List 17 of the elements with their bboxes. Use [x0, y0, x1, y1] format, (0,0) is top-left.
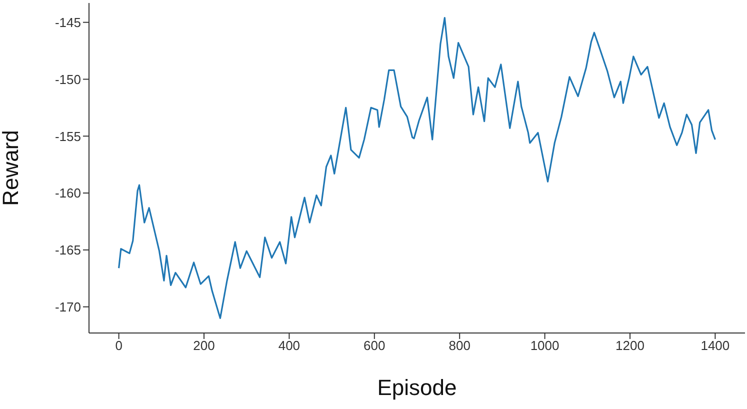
y-tick-label: -155 [54, 128, 81, 144]
x-tick-label: 600 [364, 338, 386, 354]
y-axis-title: Reward [0, 130, 23, 206]
x-tick-label: 200 [193, 338, 215, 354]
y-tick-label: -145 [54, 14, 81, 30]
x-tick-label: 1200 [616, 338, 644, 354]
line-series [118, 16, 716, 320]
y-tick-label: -165 [54, 242, 81, 258]
x-tick-label: 400 [278, 338, 300, 354]
x-tick-label: 0 [115, 338, 122, 354]
y-tick-label: -150 [54, 72, 81, 87]
y-tick-label: -160 [54, 186, 81, 201]
x-tick-label: 1000 [530, 338, 560, 354]
x-tick-label: 1400 [700, 338, 730, 354]
x-axis-title: Episode [377, 375, 457, 400]
x-tick-label: 800 [448, 338, 470, 354]
y-tick-label: -170 [54, 299, 81, 314]
